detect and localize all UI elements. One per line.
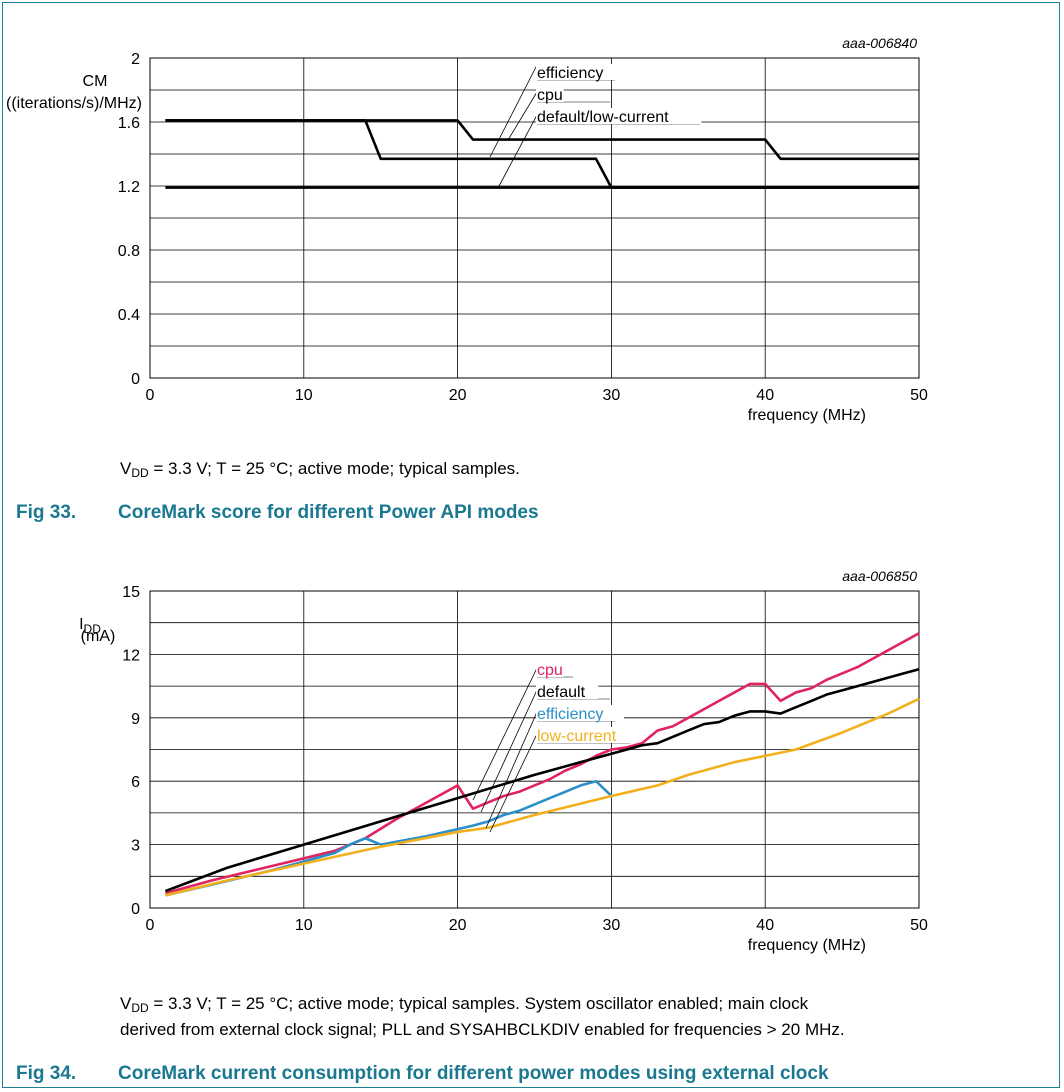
y-tick-label: 15	[122, 584, 140, 601]
y-tick-label: 1.2	[118, 179, 140, 196]
fig33-caption: Fig 33. CoreMark score for different Powe…	[16, 502, 539, 524]
y-tick-label: 0	[131, 371, 140, 388]
y-tick-label: 12	[122, 647, 140, 664]
y-tick-label: 6	[131, 774, 140, 791]
x-tick-label: 0	[146, 917, 155, 934]
series-line-efficiency	[165, 779, 613, 897]
y-tick-label: 0.4	[118, 307, 140, 324]
y-tick-label: 1.6	[118, 115, 140, 132]
series-label-cpu: cpu	[537, 87, 563, 104]
label-bg	[536, 705, 624, 721]
series-line-cpu	[165, 632, 920, 895]
x-tick-label: 40	[756, 917, 774, 934]
x-tick-label: 40	[756, 387, 774, 404]
y-tick-label: 9	[131, 711, 140, 728]
series-label-default/low-current: default/low-current	[537, 109, 669, 126]
leader-line	[507, 91, 538, 141]
series-label-cpu: cpu	[537, 662, 563, 679]
x-tick-label: 0	[146, 387, 155, 404]
y-tick-label: 0	[131, 901, 140, 918]
leader-line	[489, 64, 538, 158]
leader-line	[472, 667, 538, 801]
y-tick-label: 3	[131, 838, 140, 855]
series-label-efficiency: efficiency	[537, 706, 603, 723]
plot-frame	[149, 57, 920, 379]
x-tick-label: 10	[295, 387, 313, 404]
x-tick-label: 30	[603, 917, 621, 934]
series-line-efficiency	[165, 119, 919, 161]
x-tick-label: 20	[449, 917, 467, 934]
series-line-default	[164, 667, 920, 893]
plot-frame	[149, 590, 920, 909]
leader-line	[497, 114, 538, 189]
label-bg	[536, 683, 599, 699]
label-bg	[536, 661, 564, 677]
y-axis-unit: (mA)	[81, 628, 116, 645]
x-tick-label: 50	[910, 917, 928, 934]
y-tick-label: 2	[131, 51, 140, 68]
fig34-caption: Fig 34. CoreMark current consumption for …	[16, 1063, 829, 1085]
leader-line	[480, 689, 538, 813]
fig34-caption-title: CoreMark current consumption for differe…	[118, 1063, 829, 1084]
fig34-conditions-note: VDD = 3.3 V; T = 25 °C; active mode; typ…	[120, 994, 845, 1039]
y-axis-unit: ((iterations/s)/MHz)	[6, 95, 142, 112]
label-bg	[536, 108, 702, 124]
leader-line	[489, 733, 538, 833]
x-axis-title: frequency (MHz)	[748, 407, 866, 424]
fig33-caption-number: Fig 33.	[16, 502, 77, 523]
x-axis-title: frequency (MHz)	[748, 937, 866, 954]
y-tick-label: 0.8	[118, 243, 140, 260]
leader-line	[485, 711, 538, 829]
series-label-default: default	[537, 684, 586, 701]
series-label-efficiency: efficiency	[537, 65, 603, 82]
y-axis-title: CM	[83, 73, 108, 90]
x-tick-label: 10	[295, 917, 313, 934]
label-bg	[536, 86, 564, 102]
figure-code: aaa-006850	[842, 568, 917, 584]
label-bg	[536, 727, 633, 743]
x-tick-label: 50	[910, 387, 928, 404]
series-label-low-current: low-current	[537, 728, 617, 745]
fig33-caption-title: CoreMark score for different Power API m…	[118, 502, 539, 523]
x-tick-label: 30	[603, 387, 621, 404]
fig33-conditions-note: VDD = 3.3 V; T = 25 °C; active mode; typ…	[120, 459, 520, 480]
x-tick-label: 20	[449, 387, 467, 404]
series-line-low-current	[165, 697, 920, 897]
label-bg	[536, 64, 624, 80]
figure-code: aaa-006840	[842, 35, 917, 51]
fig34-caption-number: Fig 34.	[16, 1063, 77, 1084]
